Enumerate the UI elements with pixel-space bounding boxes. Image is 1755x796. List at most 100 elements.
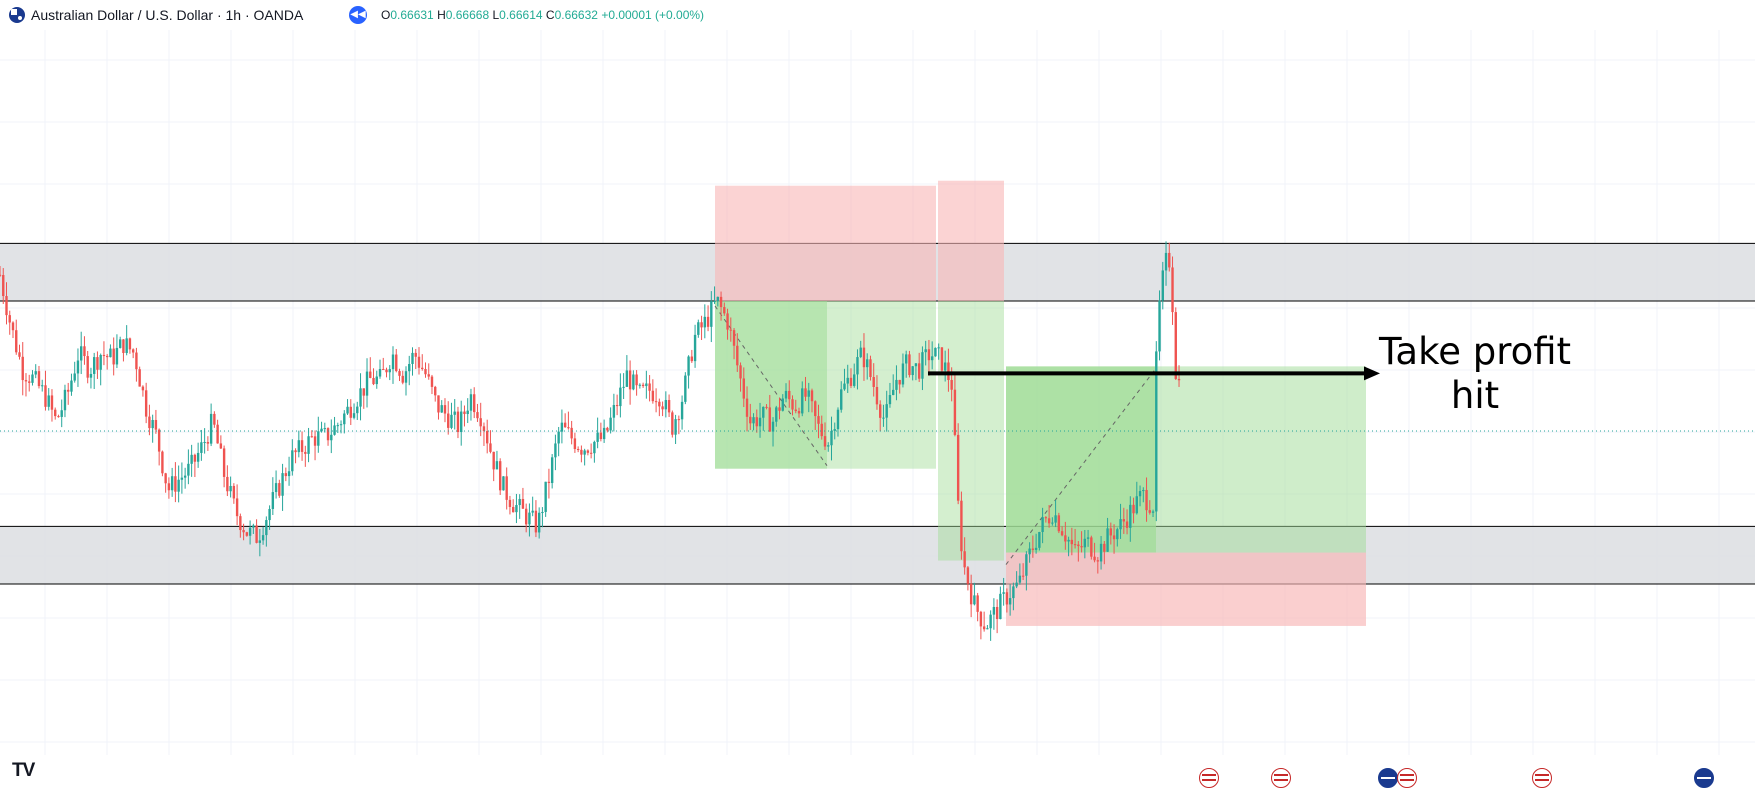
candle-body bbox=[658, 401, 661, 407]
candle-body bbox=[216, 424, 219, 444]
candle-body bbox=[359, 388, 362, 407]
candle-body bbox=[213, 413, 216, 425]
candle-body bbox=[24, 380, 28, 382]
candle-body bbox=[320, 428, 323, 432]
candle-body bbox=[60, 410, 63, 417]
candle-body bbox=[895, 379, 898, 390]
candle-body bbox=[593, 441, 596, 454]
candle-body bbox=[268, 508, 271, 521]
candle-body bbox=[866, 359, 869, 368]
candle-body bbox=[440, 405, 443, 413]
candle-body bbox=[92, 357, 96, 374]
candle-body bbox=[930, 356, 934, 361]
candle-body bbox=[67, 389, 70, 392]
candle-body bbox=[814, 401, 817, 417]
candle-body bbox=[963, 551, 966, 568]
candle-body bbox=[203, 441, 206, 443]
take-profit-annotation[interactable]: Take profit hit bbox=[1345, 330, 1605, 418]
us-flag-icon[interactable] bbox=[1199, 768, 1219, 788]
us-flag-icon[interactable] bbox=[1397, 768, 1417, 788]
candle-body bbox=[1073, 544, 1077, 546]
candle-body bbox=[700, 322, 703, 328]
candle-body bbox=[528, 512, 531, 525]
candle-body bbox=[41, 385, 44, 387]
candle-body bbox=[356, 406, 359, 414]
candle-body bbox=[76, 360, 80, 374]
us-flag-icon[interactable] bbox=[1271, 768, 1291, 788]
short-profit-box-ext bbox=[938, 301, 1004, 561]
candle-body bbox=[898, 379, 901, 385]
candle-body bbox=[677, 419, 681, 421]
candles bbox=[0, 241, 1181, 641]
candle-body bbox=[1005, 592, 1009, 605]
candle-body bbox=[885, 404, 888, 418]
candle-body bbox=[979, 611, 983, 627]
candle-body bbox=[807, 390, 810, 397]
candle-body bbox=[804, 388, 807, 397]
candle-body bbox=[1051, 522, 1054, 524]
candle-body bbox=[271, 492, 275, 509]
candle-body bbox=[622, 386, 625, 388]
candle-body bbox=[999, 593, 1002, 620]
candle-body bbox=[820, 423, 823, 437]
candle-body bbox=[859, 347, 862, 358]
candle-body bbox=[1174, 312, 1177, 379]
rewind-icon[interactable]: ◀◀ bbox=[349, 6, 367, 24]
candle-body bbox=[904, 354, 908, 364]
candle-body bbox=[109, 348, 112, 358]
candle-body bbox=[840, 389, 843, 410]
candle-body bbox=[1116, 529, 1119, 540]
candle-body bbox=[235, 498, 239, 517]
candle-body bbox=[550, 457, 554, 484]
candle-body bbox=[911, 366, 914, 376]
candle-body bbox=[879, 404, 882, 418]
annotation-line-2: hit bbox=[1450, 374, 1500, 417]
candle-body bbox=[252, 525, 255, 528]
candle-body bbox=[1015, 582, 1018, 587]
candle-body bbox=[255, 525, 258, 543]
candle-body bbox=[1171, 267, 1174, 313]
candle-body bbox=[505, 476, 508, 500]
candle-body bbox=[628, 370, 632, 390]
candle-body bbox=[154, 419, 158, 430]
candle-body bbox=[515, 505, 518, 513]
candle-body bbox=[1044, 517, 1048, 519]
candle-body bbox=[245, 532, 249, 536]
candle-body bbox=[1161, 270, 1164, 301]
candle-body bbox=[281, 473, 284, 496]
candle-body bbox=[479, 418, 482, 427]
candle-body bbox=[47, 395, 50, 407]
tradingview-logo[interactable]: TV bbox=[12, 760, 35, 781]
candle-body bbox=[732, 330, 736, 346]
candle-body bbox=[18, 352, 21, 357]
candle-body bbox=[521, 498, 525, 509]
close-label: C bbox=[545, 8, 555, 22]
au-flag-icon[interactable] bbox=[1378, 768, 1398, 788]
candle-body bbox=[635, 374, 638, 386]
candle-body bbox=[8, 315, 11, 323]
candle-body bbox=[362, 388, 365, 396]
candle-body bbox=[713, 301, 716, 303]
candle-body bbox=[54, 409, 57, 417]
candle-body bbox=[382, 369, 385, 371]
candle-body bbox=[612, 404, 616, 418]
candle-body bbox=[349, 406, 352, 418]
candle-body bbox=[953, 389, 957, 435]
candle-body bbox=[102, 354, 106, 356]
candle-body bbox=[1034, 547, 1038, 550]
symbol-title[interactable]: Australian Dollar / U.S. Dollar · 1h · O… bbox=[31, 7, 304, 23]
candle-body bbox=[369, 371, 372, 378]
candle-body bbox=[307, 436, 310, 454]
candle-body bbox=[15, 330, 18, 353]
candle-body bbox=[411, 352, 414, 364]
long-profit-box-filled bbox=[1006, 366, 1156, 553]
candle-body bbox=[875, 386, 879, 405]
candle-body bbox=[914, 363, 918, 367]
open-label: O bbox=[381, 8, 391, 22]
us-flag-icon[interactable] bbox=[1532, 768, 1552, 788]
candle-body bbox=[118, 339, 122, 348]
candle-body bbox=[395, 354, 398, 372]
au-flag-icon[interactable] bbox=[1694, 768, 1714, 788]
candle-body bbox=[190, 454, 193, 464]
